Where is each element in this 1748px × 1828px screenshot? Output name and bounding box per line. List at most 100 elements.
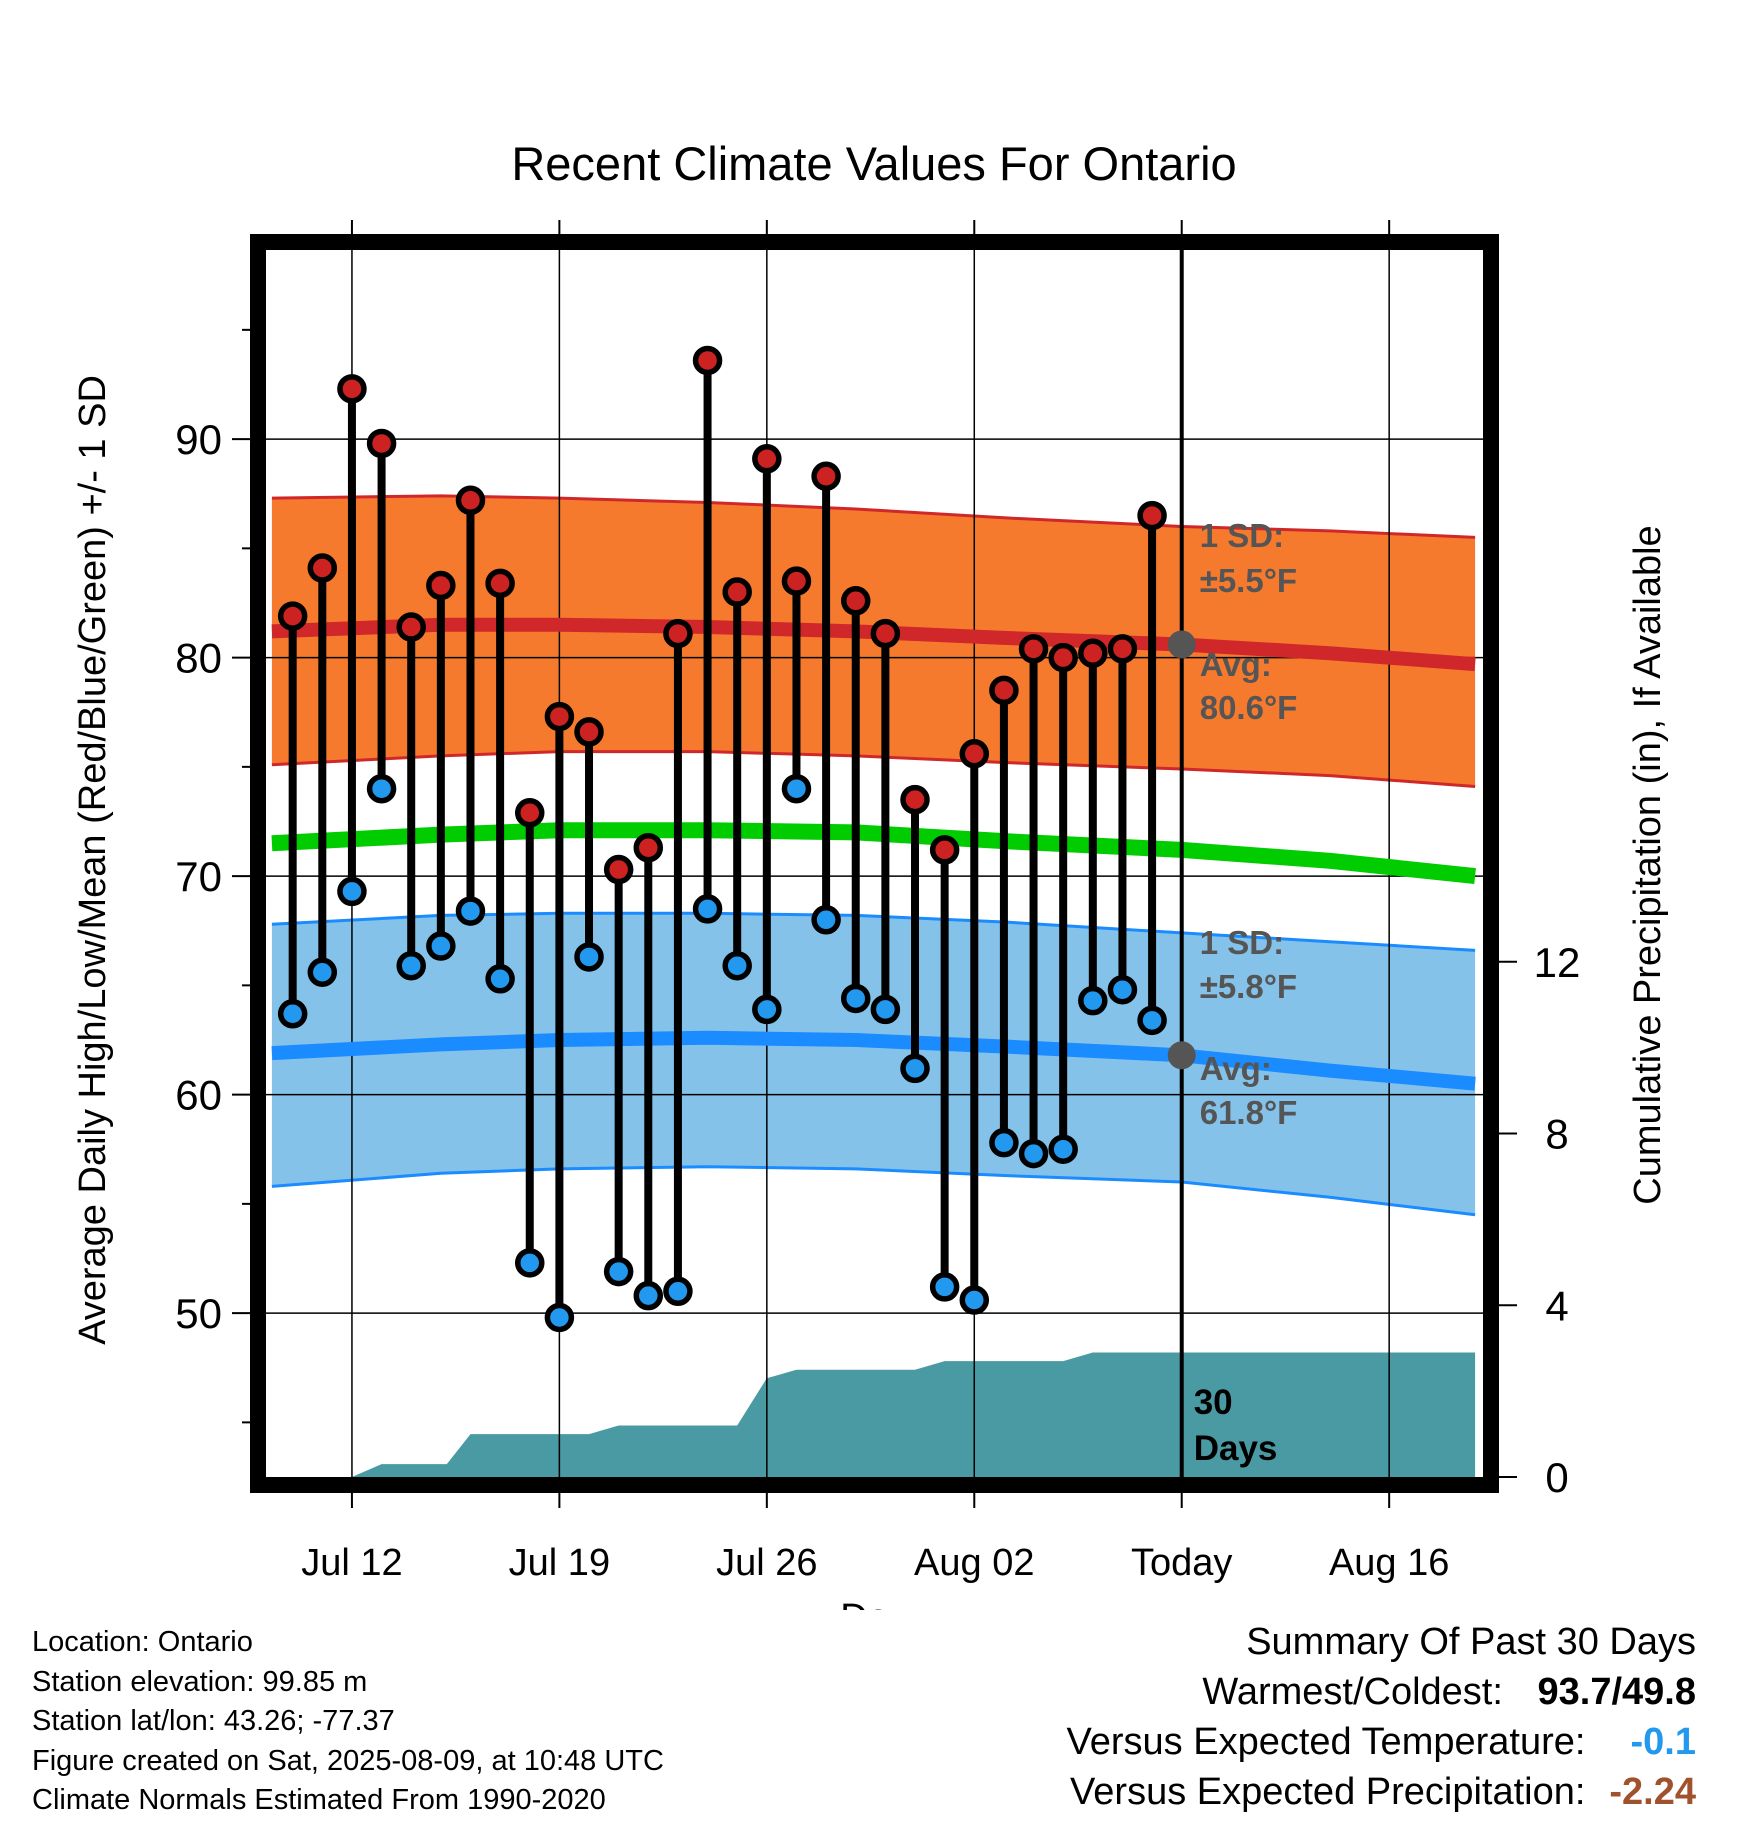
low-point [515, 1248, 545, 1278]
low-point [396, 950, 426, 981]
window-days-label: Days [1194, 1429, 1278, 1468]
low-point [1107, 974, 1138, 1005]
high-point [633, 832, 664, 863]
low-band-lower-edge [271, 1165, 1476, 1217]
low-sd-value: ±5.8°F [1200, 968, 1297, 1005]
summary-precip-row: Versus Expected Precipitation: -2.24 [1067, 1767, 1696, 1817]
y-right-tick-label: 4 [1545, 1282, 1568, 1329]
x-tick-label: Aug 16 [1329, 1542, 1449, 1584]
climate-chart: Recent Climate Values For Ontario 1 SD: ±… [72, 137, 1669, 1610]
normals-text: Climate Normals Estimated From 1990-2020 [32, 1784, 606, 1816]
high-point [485, 568, 515, 599]
y-tick-label: 70 [175, 853, 222, 900]
chart-title: Recent Climate Values For Ontario [511, 137, 1236, 190]
x-tick-label: Jul 12 [301, 1542, 402, 1584]
low-point [1048, 1134, 1078, 1164]
high-point [722, 577, 752, 607]
low-point [1018, 1138, 1049, 1169]
temp-departure-value: -0.1 [1630, 1721, 1696, 1763]
high-point [900, 784, 930, 815]
low-point [307, 957, 338, 988]
high-point [840, 586, 871, 616]
low-point [692, 894, 723, 924]
low-point [633, 1280, 664, 1311]
high-point [396, 612, 426, 642]
precip-area [271, 1352, 1476, 1477]
high-point [1048, 642, 1078, 673]
x-axis-label: Day [840, 1597, 908, 1610]
low-avg-label: Avg: [1200, 1050, 1272, 1087]
high-point [929, 835, 960, 865]
warmest-label: Warmest/Coldest: [1202, 1671, 1503, 1713]
y-axis-label-right: Cumulative Precipitation (in), If Availa… [1627, 525, 1669, 1204]
low-avg-value: 61.8°F [1200, 1094, 1298, 1131]
low-point [722, 950, 752, 981]
low-point [277, 999, 308, 1029]
station-info: Location: Ontario Station elevation: 99.… [32, 1623, 664, 1821]
high-point [307, 553, 338, 583]
low-point [752, 994, 782, 1025]
precip-label: Versus Expected Precipitation: [1070, 1771, 1586, 1813]
high-point [603, 854, 634, 885]
window-days-number: 30 [1194, 1383, 1233, 1422]
high-point [1137, 500, 1167, 531]
high-point [1107, 634, 1138, 664]
elevation-text: Station elevation: 99.85 m [32, 1665, 368, 1698]
precip-departure-value: -2.24 [1609, 1771, 1696, 1813]
x-tick-label: Aug 02 [914, 1542, 1034, 1584]
high-point [574, 717, 604, 747]
low-point [989, 1127, 1019, 1158]
x-tick-label: Jul 26 [716, 1542, 817, 1584]
high-point [959, 738, 990, 769]
high-point [692, 345, 723, 376]
low-point [929, 1272, 960, 1302]
temp-label: Versus Expected Temperature: [1066, 1721, 1586, 1763]
x-tick-label: Jul 19 [509, 1542, 610, 1584]
high-point [811, 461, 841, 491]
low-point [900, 1053, 930, 1084]
high-point [781, 566, 812, 596]
low-point [1137, 1005, 1167, 1036]
high-point [455, 485, 486, 516]
y-right-tick-label: 0 [1545, 1454, 1568, 1501]
low-point [781, 773, 812, 804]
low-point [366, 773, 397, 804]
high-sd-value: ±5.5°F [1200, 562, 1297, 599]
low-point [426, 931, 456, 961]
high-sd-label: 1 SD: [1200, 517, 1284, 554]
location-text: Location: Ontario [32, 1626, 253, 1658]
summary-warmest-row: Warmest/Coldest: 93.7/49.8 [1067, 1667, 1696, 1717]
high-avg-value: 80.6°F [1200, 689, 1298, 726]
low-point [959, 1285, 990, 1315]
latlon-text: Station lat/lon: 43.26; -77.37 [32, 1705, 395, 1737]
normal-mean-line [271, 822, 1476, 885]
plot-area: 1 SD: ±5.5°F Avg: 80.6°F 1 SD: ±5.8°F Avg: 61.8… [175, 220, 1580, 1584]
high-point [337, 374, 367, 404]
low-point [485, 964, 515, 994]
low-point [663, 1276, 693, 1307]
low-point [870, 994, 901, 1025]
coldest-low-value: 49.8 [1622, 1671, 1696, 1713]
low-sd-band [271, 913, 1476, 1215]
summary-temp-row: Versus Expected Temperature: -0.1 [1067, 1717, 1696, 1767]
low-point [574, 942, 604, 972]
low-point [1078, 985, 1108, 1016]
y-tick-label: 90 [175, 416, 222, 463]
high-point [989, 675, 1019, 706]
y-tick-label: 60 [175, 1072, 222, 1119]
summary-title: Summary Of Past 30 Days [1246, 1621, 1696, 1663]
high-point [515, 797, 545, 828]
low-point [337, 876, 367, 907]
low-sd-label: 1 SD: [1200, 924, 1284, 961]
y-axis-label-left: Average Daily High/Low/Mean (Red/Blue/Gr… [72, 375, 114, 1345]
high-point [870, 618, 901, 649]
low-point [811, 905, 841, 935]
x-tick-label: Today [1131, 1542, 1232, 1584]
high-point [663, 618, 693, 649]
high-point [426, 570, 456, 601]
low-point [544, 1302, 575, 1333]
low-point [840, 983, 871, 1014]
y-right-tick-label: 8 [1545, 1111, 1568, 1158]
normal-low-line [271, 1030, 1476, 1091]
today-high-avg-marker [1167, 630, 1196, 659]
